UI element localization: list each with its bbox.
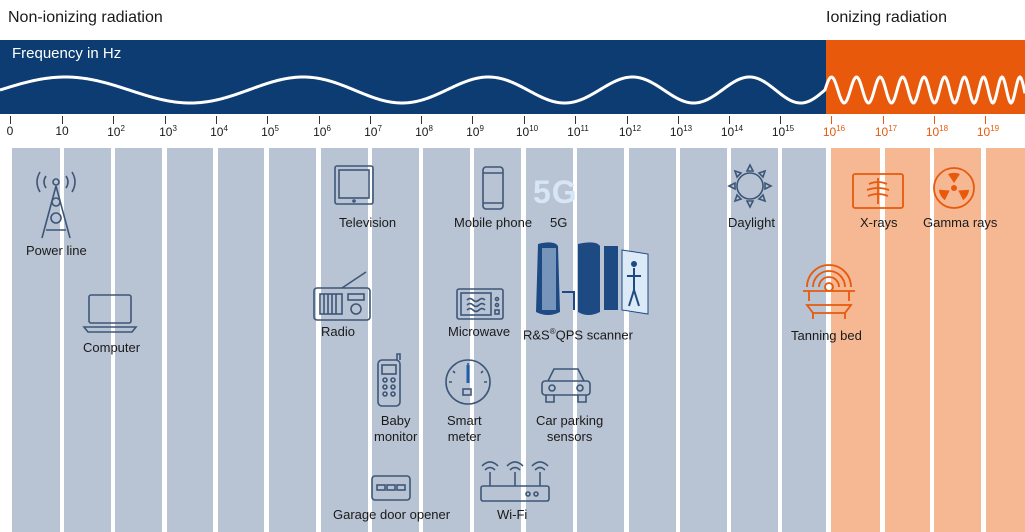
frequency-column <box>372 148 419 532</box>
mobile-phone-icon <box>481 165 505 211</box>
car-parking-sensors-label: Car parking sensors <box>536 413 604 444</box>
frequency-column <box>526 148 573 532</box>
non-ionizing-header: Non-ionizing radiation <box>8 9 163 26</box>
wifi-label: Wi-Fi <box>497 507 528 522</box>
tick-label: 104 <box>210 124 228 139</box>
frequency-column <box>577 148 624 532</box>
tick-mark <box>267 116 268 124</box>
remote-control-icon <box>371 475 411 501</box>
radiation-icon <box>932 166 976 210</box>
tick-label: 1013 <box>669 124 693 139</box>
transmission-tower-icon <box>28 168 84 240</box>
tick-mark <box>934 116 935 124</box>
tick-mark <box>883 116 884 124</box>
tick-mark <box>113 116 114 124</box>
xray-icon <box>851 172 905 210</box>
frequency-column <box>782 148 826 532</box>
tick-label: 1017 <box>874 124 898 139</box>
frequency-column <box>831 148 880 532</box>
frequency-wave <box>0 75 1025 105</box>
tick-mark <box>370 116 371 124</box>
tick-label: 109 <box>466 124 484 139</box>
television-label: Television <box>339 215 397 230</box>
tick-label: 0 <box>6 124 14 138</box>
tick-label: 1012 <box>618 124 642 139</box>
frequency-column <box>986 148 1025 532</box>
sun-icon <box>726 162 774 210</box>
computer-label: Computer <box>83 340 141 355</box>
tick-label: 1015 <box>771 124 795 139</box>
tick-label: 107 <box>364 124 382 139</box>
smart-meter-label: Smart meter <box>447 413 482 444</box>
tick-mark <box>524 116 525 124</box>
5g-label: 5G <box>550 215 568 230</box>
tick-label: 1018 <box>925 124 949 139</box>
television-icon <box>333 164 375 210</box>
tick-label: 10 <box>55 124 69 138</box>
tanning-bed-label: Tanning bed <box>791 328 862 343</box>
laptop-icon <box>82 292 138 334</box>
wifi-router-icon <box>478 458 552 504</box>
frequency-column <box>115 148 162 532</box>
tick-label: 1016 <box>822 124 846 139</box>
tick-mark <box>780 116 781 124</box>
tick-label: 103 <box>159 124 177 139</box>
garage-door-opener-label: Garage door opener <box>333 507 451 522</box>
tick-mark <box>472 116 473 124</box>
frequency-column <box>629 148 676 532</box>
radio-icon <box>312 270 372 322</box>
smart-meter-icon <box>443 357 493 407</box>
frequency-column <box>64 148 111 532</box>
frequency-column <box>885 148 930 532</box>
tick-mark <box>62 116 63 124</box>
body-scanner-icon <box>526 240 656 320</box>
gamma-rays-label: Gamma rays <box>923 215 998 230</box>
frequency-column <box>731 148 778 532</box>
tick-mark <box>216 116 217 124</box>
tick-mark <box>575 116 576 124</box>
tick-mark <box>627 116 628 124</box>
tick-label: 1011 <box>567 124 589 139</box>
tick-mark <box>165 116 166 124</box>
tick-mark <box>985 116 986 124</box>
car-icon <box>538 365 594 405</box>
tick-label: 1010 <box>515 124 539 139</box>
tick-mark <box>831 116 832 124</box>
mobile-phone-label: Mobile phone <box>454 215 533 230</box>
frequency-column <box>680 148 727 532</box>
qps-scanner-label: R&S®QPS scanner <box>523 327 633 343</box>
tick-label: 108 <box>415 124 433 139</box>
5g-logo-icon: 5G <box>533 174 578 210</box>
tick-mark <box>319 116 320 124</box>
tick-mark <box>421 116 422 124</box>
tick-label: 106 <box>313 124 331 139</box>
tick-label: 102 <box>107 124 125 139</box>
tick-mark <box>729 116 730 124</box>
frequency-banner <box>0 40 1025 114</box>
frequency-column <box>321 148 368 532</box>
frequency-column <box>934 148 981 532</box>
tick-mark <box>678 116 679 124</box>
tanning-bed-icon <box>797 257 861 321</box>
radio-label: Radio <box>321 324 355 339</box>
frequency-column <box>12 148 60 532</box>
microwave-icon <box>455 287 505 321</box>
power-line-label: Power line <box>26 243 87 258</box>
tick-label: 105 <box>261 124 279 139</box>
tick-mark <box>10 116 11 124</box>
frequency-column <box>269 148 316 532</box>
baby-monitor-label: Baby monitor <box>374 413 418 444</box>
daylight-label: Daylight <box>728 215 775 230</box>
ionizing-header: Ionizing radiation <box>826 9 947 26</box>
frequency-column <box>167 148 213 532</box>
baby-monitor-icon <box>375 352 403 408</box>
tick-label: 1014 <box>720 124 744 139</box>
axis-title: Frequency in Hz <box>12 45 122 62</box>
frequency-column <box>423 148 470 532</box>
frequency-column <box>218 148 264 532</box>
tick-label: 1019 <box>976 124 1000 139</box>
microwave-label: Microwave <box>448 324 511 339</box>
xrays-label: X-rays <box>860 215 898 230</box>
